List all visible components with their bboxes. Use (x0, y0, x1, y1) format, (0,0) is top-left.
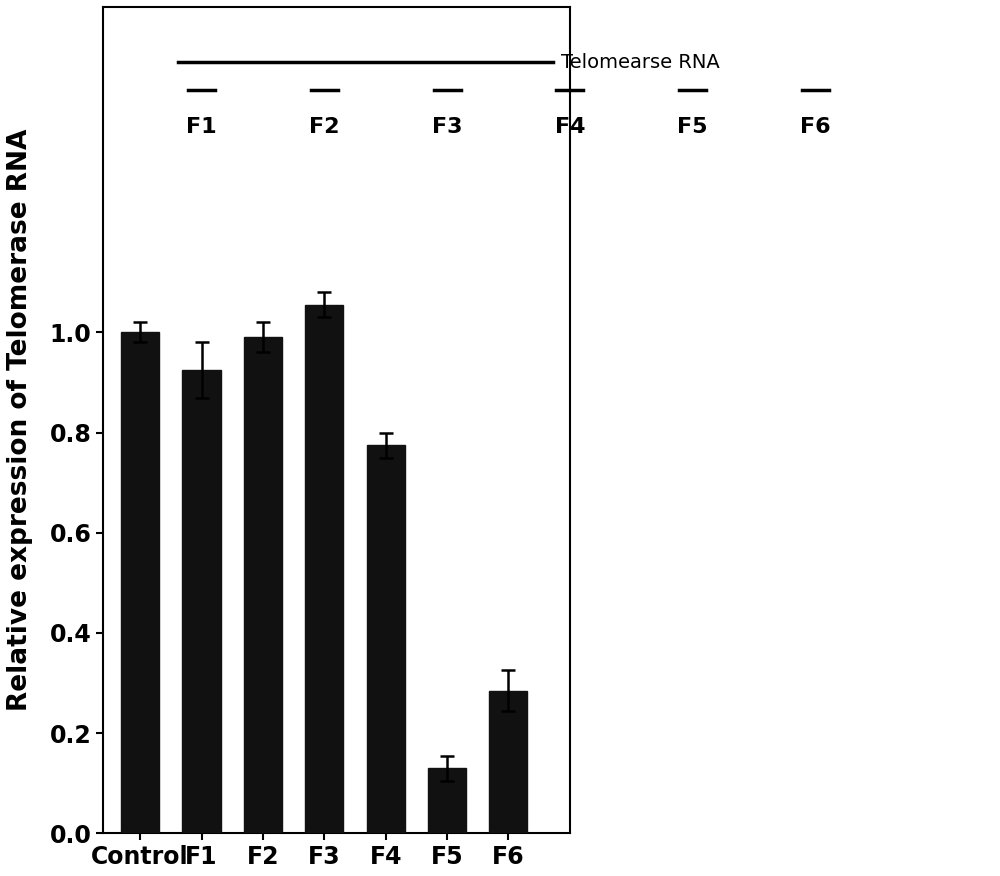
Text: F3: F3 (432, 117, 462, 138)
Bar (367, 445, 405, 833)
Bar (182, 370, 221, 833)
Bar (428, 768, 466, 833)
Text: F2: F2 (309, 117, 340, 138)
Text: Telomearse RNA: Telomearse RNA (561, 53, 719, 72)
Y-axis label: Relative expression of Telomerase RNA: Relative expression of Telomerase RNA (7, 129, 33, 711)
Bar (305, 305, 343, 833)
Bar (121, 333, 159, 833)
Text: F1: F1 (186, 117, 217, 138)
Text: F6: F6 (800, 117, 831, 138)
Bar (244, 337, 282, 833)
Text: F5: F5 (677, 117, 708, 138)
Text: F4: F4 (555, 117, 585, 138)
Bar (489, 690, 527, 833)
